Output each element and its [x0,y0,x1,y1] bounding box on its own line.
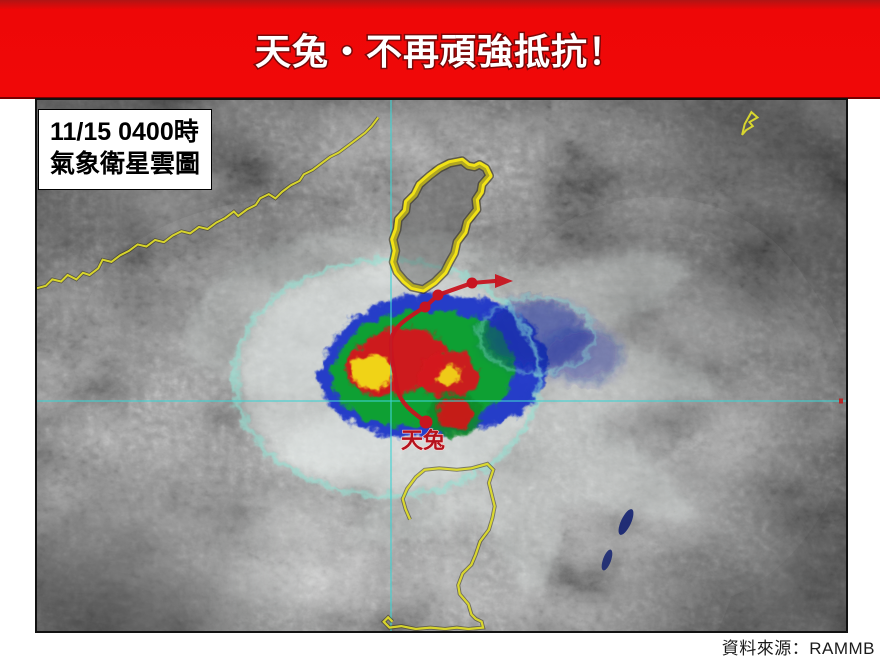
svg-text:天兔: 天兔 [401,428,445,453]
